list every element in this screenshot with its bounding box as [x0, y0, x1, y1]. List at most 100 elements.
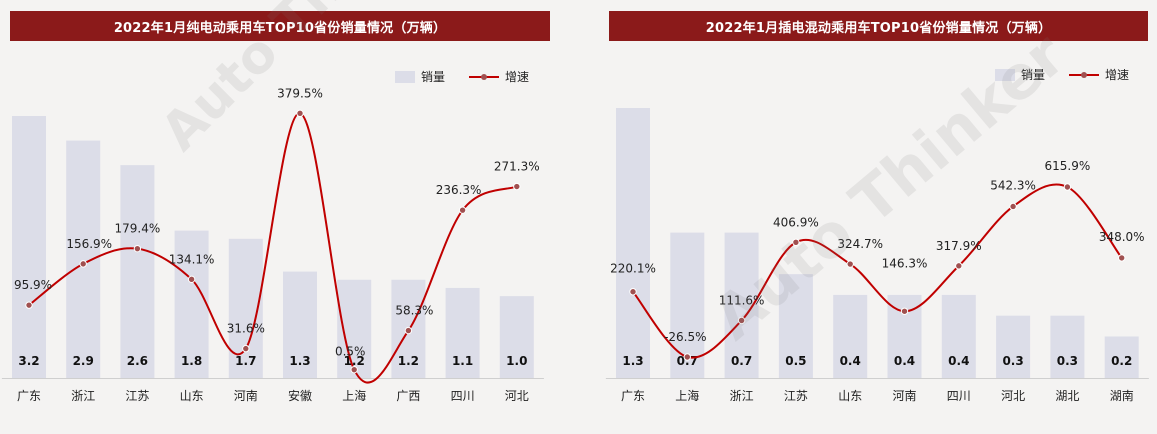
growth-label: 95.9% — [14, 278, 52, 292]
growth-point — [792, 238, 800, 247]
bar — [283, 271, 317, 378]
x-tick-label: 江苏 — [125, 389, 149, 403]
growth-label: 58.3% — [395, 304, 433, 318]
growth-label: 615.9% — [1045, 159, 1091, 173]
chart-title: 2022年1月纯电动乘用车TOP10省份销量情况（万辆） — [10, 11, 550, 41]
growth-point — [955, 262, 963, 270]
bev-chart: 3.2广东2.9浙江2.6江苏1.8山东1.7河南1.3安徽1.2上海1.2广西… — [1, 70, 544, 403]
bar-value-label: 0.2 — [1111, 354, 1132, 368]
chart-panel-bev: 2022年1月纯电动乘用车TOP10省份销量情况（万辆） 3.2 广东 2.9 浙江 2… — [0, 0, 560, 434]
legend-bar-swatch — [995, 69, 1015, 81]
chart-panel-phev: 2022年1月插电混动乘用车TOP10省份销量情况（万辆） 1.3 广东 0.7 上海… — [600, 0, 1157, 434]
growth-point — [133, 244, 142, 253]
x-tick-label: 安徽 — [288, 388, 312, 403]
bar — [1050, 315, 1085, 378]
x-tick-label: 浙江 — [71, 389, 95, 403]
bar-value-label: 2.6 — [127, 354, 148, 368]
bar-value-label: 1.2 — [398, 354, 419, 368]
growth-label: 156.9% — [66, 237, 112, 251]
growth-point — [79, 260, 87, 268]
growth-point — [242, 344, 250, 353]
bar-value-label: 0.4 — [840, 354, 861, 368]
x-tick-label: 四川 — [451, 389, 475, 403]
x-tick-label: 河北 — [1001, 389, 1025, 403]
growth-label: 146.3% — [882, 256, 928, 270]
bar — [778, 274, 813, 378]
growth-point — [187, 275, 196, 284]
bar-value-label: 0.3 — [1057, 354, 1078, 368]
x-tick-label: 湖南 — [1110, 388, 1134, 403]
bar — [66, 140, 101, 378]
bar — [12, 116, 46, 378]
growth-label: 31.6% — [227, 322, 265, 336]
x-tick-label: 广西 — [396, 389, 420, 403]
growth-point — [1118, 254, 1126, 262]
legend-line-label: 增速 — [1105, 68, 1129, 82]
growth-label: 406.9% — [773, 215, 819, 229]
bar — [941, 294, 976, 378]
bar — [1104, 336, 1139, 378]
bar-value-label: 0.7 — [731, 354, 752, 368]
growth-label: 236.3% — [436, 183, 482, 197]
growth-point — [1009, 202, 1017, 211]
growth-point — [846, 260, 854, 268]
legend-bar-label: 销量 — [1021, 68, 1045, 82]
growth-point — [1063, 183, 1072, 191]
growth-label: 220.1% — [610, 262, 656, 276]
legend-line-marker — [481, 74, 487, 80]
growth-label: 542.3% — [990, 178, 1036, 192]
x-tick-label: 广东 — [17, 389, 41, 403]
growth-line — [632, 183, 1123, 359]
bar — [996, 315, 1031, 378]
phev-chart: 1.3广东0.7上海0.7浙江0.5江苏0.4山东0.4河南0.4四川0.3河北… — [605, 68, 1149, 403]
bar — [499, 296, 534, 378]
growth-point — [683, 353, 692, 361]
chart-title: 2022年1月插电混动乘用车TOP10省份销量情况（万辆） — [609, 11, 1148, 41]
x-tick-label: 河北 — [505, 389, 529, 403]
legend-bar-swatch — [395, 71, 415, 83]
bar-value-label: 1.0 — [506, 354, 527, 368]
growth-label: 379.5% — [277, 86, 323, 100]
growth-label: 0.5% — [335, 345, 366, 359]
bar — [120, 165, 155, 378]
growth-point — [458, 206, 467, 214]
bar-value-label: 0.4 — [894, 354, 915, 368]
bar-value-label: 3.2 — [18, 354, 39, 368]
legend-line-marker — [1081, 72, 1087, 78]
x-tick-label: 山东 — [180, 389, 204, 403]
growth-label: 134.1% — [169, 252, 215, 266]
legend-line-label: 增速 — [505, 70, 529, 84]
bar-value-label: 1.3 — [289, 354, 310, 368]
growth-label: 179.4% — [115, 222, 161, 236]
growth-point — [350, 365, 358, 374]
bar-value-label: 1.8 — [181, 354, 202, 368]
x-tick-label: 广东 — [621, 389, 645, 403]
growth-label: 317.9% — [936, 239, 982, 253]
bar — [174, 230, 209, 378]
bar-value-label: 1.7 — [235, 354, 256, 368]
growth-point — [296, 109, 304, 118]
x-tick-label: 河南 — [892, 388, 916, 403]
x-tick-label: 上海 — [342, 388, 366, 403]
growth-point — [900, 307, 909, 315]
bar — [616, 108, 650, 378]
x-tick-label: 山东 — [838, 389, 862, 403]
legend-bar-label: 销量 — [421, 70, 445, 84]
x-tick-label: 上海 — [675, 388, 699, 403]
x-tick-label: 江苏 — [784, 389, 808, 403]
growth-label: 111.6% — [719, 293, 765, 307]
growth-point — [737, 316, 746, 325]
bar-value-label: 1.1 — [452, 354, 473, 368]
x-tick-label: 四川 — [947, 389, 971, 403]
growth-label: -26.5% — [664, 330, 706, 344]
bar-value-label: 0.5 — [785, 354, 806, 368]
bar-value-label: 0.4 — [948, 354, 969, 368]
growth-label: 271.3% — [494, 160, 540, 174]
bar-value-label: 1.3 — [622, 354, 643, 368]
growth-point — [629, 288, 637, 296]
x-tick-label: 河南 — [234, 388, 258, 403]
x-tick-label: 湖北 — [1055, 388, 1079, 403]
bar-value-label: 0.3 — [1002, 354, 1023, 368]
growth-label: 324.7% — [837, 237, 883, 251]
bar — [445, 287, 480, 378]
